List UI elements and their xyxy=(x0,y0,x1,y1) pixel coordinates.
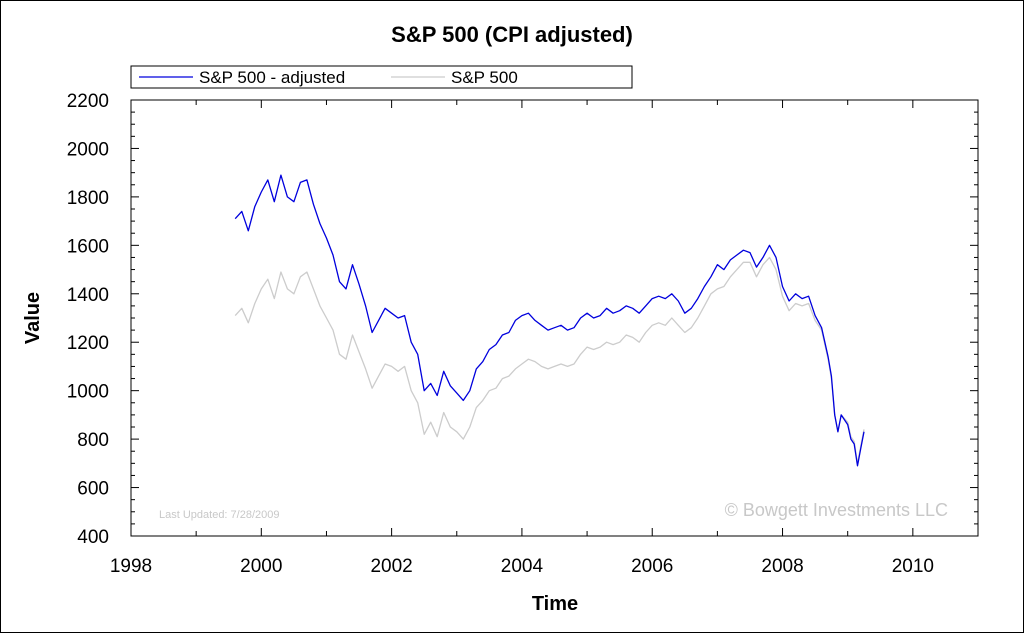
y-tick-label: 2000 xyxy=(67,139,109,160)
y-axis: 400 600 800 1000 1200 1400 1600 1800 2000 2200 xyxy=(67,91,978,548)
x-axis-label: Time xyxy=(532,593,578,615)
x-tick-label: 2004 xyxy=(501,556,544,577)
x-tick-label: 2002 xyxy=(370,556,412,577)
y-tick-label: 1800 xyxy=(67,188,109,209)
x-tick-label: 2010 xyxy=(892,556,934,577)
legend-label-sp500: S&P 500 xyxy=(451,68,518,87)
y-tick-label: 1600 xyxy=(67,236,109,257)
plot-annotation: Last Updated: 7/28/2009 xyxy=(159,509,279,521)
x-tick-label: 2006 xyxy=(631,556,673,577)
legend: S&P 500 - adjusted S&P 500 xyxy=(130,65,633,89)
y-tick-label: 2200 xyxy=(67,91,109,112)
y-tick-label: 400 xyxy=(77,527,109,548)
series-line-sp500 xyxy=(234,256,865,464)
x-tick-label: 1998 xyxy=(110,556,152,577)
plot-area xyxy=(130,99,979,537)
series-layer xyxy=(234,174,865,467)
x-axis: 1998 2000 2002 2004 2006 2008 2010 xyxy=(110,100,979,577)
legend-label-adjusted: S&P 500 - adjusted xyxy=(199,68,345,87)
y-tick-label: 600 xyxy=(77,479,109,500)
y-tick-label: 1200 xyxy=(67,333,109,354)
x-tick-label: 2000 xyxy=(240,556,282,577)
y-tick-label: 1400 xyxy=(67,285,109,306)
x-tick-label: 2008 xyxy=(761,556,803,577)
series-line-sp500-adjusted xyxy=(234,174,865,467)
y-axis-label: Value xyxy=(22,292,44,344)
chart-title: S&P 500 (CPI adjusted) xyxy=(391,22,633,47)
legend-box xyxy=(130,65,633,89)
y-tick-label: 800 xyxy=(77,430,109,451)
y-tick-label: 1000 xyxy=(67,382,109,403)
watermark: © Bowgett Investments LLC xyxy=(725,500,948,520)
